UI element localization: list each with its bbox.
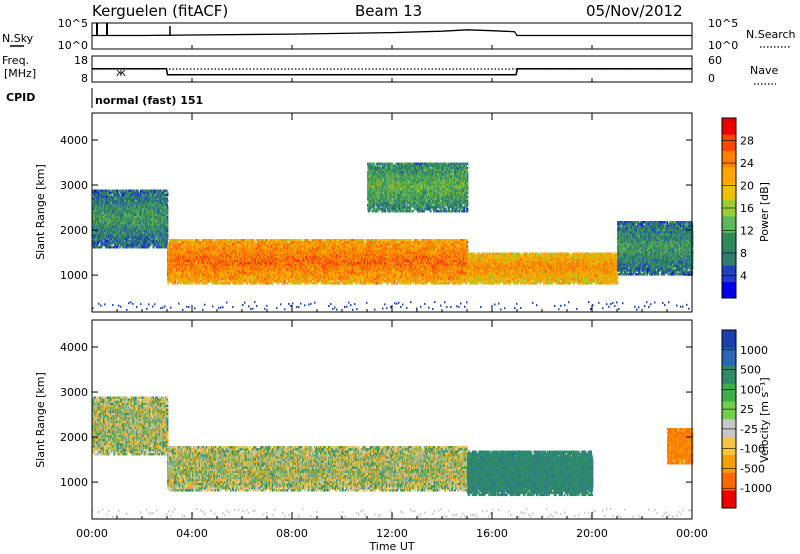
heatmap-cell <box>178 239 180 241</box>
heatmap-cell <box>167 226 169 228</box>
heatmap-cell <box>111 246 113 248</box>
heatmap-cell <box>177 282 179 284</box>
nsearch-tick-top: 10^5 <box>708 17 738 30</box>
heatmap-cell <box>167 200 169 202</box>
nsky-tick-bottom: 10^0 <box>58 39 88 52</box>
freq-label: Freq. <box>2 54 29 67</box>
nave-tick-bottom: 0 <box>708 72 715 85</box>
nsearch-label: N.Search <box>746 28 796 41</box>
heatmap-cell <box>167 282 169 284</box>
freq-tick-top: 18 <box>74 54 88 67</box>
freq-tick-bottom: 8 <box>81 72 88 85</box>
freq-panel: ж Freq. [MHz] 18 8 60 0 Nave <box>2 54 778 85</box>
nave-label: Nave <box>750 64 778 77</box>
freq-glitch-mark: ж <box>116 66 126 79</box>
heatmap-cell <box>167 216 169 218</box>
nave-tick-top: 60 <box>708 54 722 67</box>
cpid-value: normal (fast) 151 <box>95 94 203 107</box>
nsky-label: N.Sky <box>2 32 34 45</box>
date-title: 05/Nov/2012 <box>586 2 683 20</box>
heatmap-cell <box>117 192 119 194</box>
cpid-label: CPID <box>6 91 35 104</box>
heatmap-cell <box>96 192 98 194</box>
heatmap-cell <box>167 206 169 208</box>
heatmap-cell <box>124 190 126 192</box>
freq-series-line <box>92 69 692 75</box>
radar-summary-plot: Kerguelen (fitACF) Beam 13 05/Nov/2012 N… <box>0 0 800 554</box>
station-title: Kerguelen (fitACF) <box>92 2 228 20</box>
beam-title: Beam 13 <box>355 2 422 20</box>
heatmap-cell <box>167 236 169 238</box>
nsky-tick-top: 10^5 <box>58 17 88 30</box>
nsky-series-line <box>92 30 692 36</box>
power-heatmap <box>92 163 693 311</box>
heatmap-cell <box>180 282 182 284</box>
freq-unit-label: [MHz] <box>4 67 36 80</box>
nsky-panel: N.Sky 10^5 10^0 10^5 10^0 N.Search <box>2 17 796 52</box>
heatmap-cell <box>175 282 177 284</box>
heatmap-cell <box>167 192 169 194</box>
heatmap-cell <box>109 192 111 194</box>
nsearch-tick-bottom: 10^0 <box>708 39 738 52</box>
heatmap-cell <box>167 194 169 196</box>
heatmap-cell <box>160 192 162 194</box>
